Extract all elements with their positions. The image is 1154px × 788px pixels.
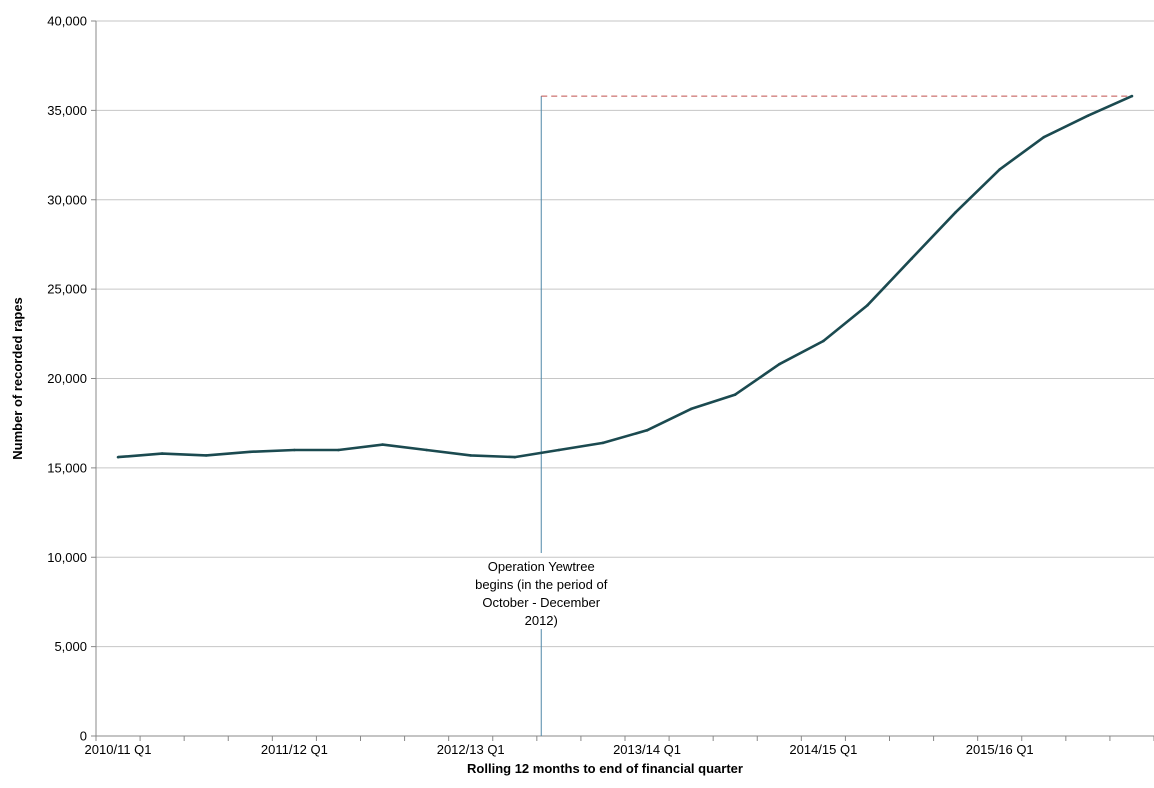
y-axis-ticks: 0 5,000 10,000 15,000 20,000 25,000 30,000 35,0… <box>47 14 96 744</box>
y-tick-label: 0 <box>80 729 87 744</box>
gridlines <box>96 20 1154 648</box>
x-tick-label: 2012/13 Q1 <box>437 742 505 757</box>
data-point <box>248 450 252 454</box>
data-point <box>557 448 561 452</box>
y-tick-label: 15,000 <box>47 460 87 475</box>
x-tick-label: 2011/12 Q1 <box>261 742 328 757</box>
data-point <box>425 448 428 452</box>
data-point <box>337 448 340 452</box>
data-point <box>1130 94 1134 98</box>
data-point <box>645 429 649 432</box>
annotation-text-line: October - December <box>482 595 600 610</box>
x-tick-label: 2010/11 Q1 <box>85 742 152 757</box>
annotation-text-line: 2012) <box>525 613 558 628</box>
annotation-text-line: begins (in the period of <box>475 577 608 592</box>
data-point <box>777 362 781 366</box>
x-tick-label: 2014/15 Q1 <box>789 742 857 757</box>
data-point <box>469 454 473 457</box>
series-line <box>117 94 1133 459</box>
data-point <box>689 407 693 411</box>
y-tick-label: 20,000 <box>47 371 87 386</box>
data-point <box>733 393 737 396</box>
data-point <box>822 339 825 343</box>
annotation-text-line: Operation Yewtree <box>488 559 595 574</box>
y-tick-label: 35,000 <box>47 103 87 118</box>
annotation-group: Operation Yewtree begins (in the period o… <box>475 95 1132 736</box>
x-axis-title: Rolling 12 months to end of financial qu… <box>467 761 743 776</box>
y-tick-label: 30,000 <box>47 192 87 207</box>
x-axis-ticks: 2010/11 Q1 2011/12 Q1 2012/13 Q1 2013/14 Q1… <box>85 736 1154 757</box>
y-tick-label: 5,000 <box>54 639 87 654</box>
data-point <box>293 448 296 452</box>
data-point <box>601 441 605 445</box>
data-point <box>910 257 913 261</box>
y-tick-label: 25,000 <box>47 282 87 297</box>
data-point <box>381 443 384 446</box>
y-tick-label: 40,000 <box>47 14 87 29</box>
y-tick-label: 10,000 <box>47 550 87 565</box>
data-point <box>116 455 120 459</box>
data-point <box>866 303 869 307</box>
y-axis-title: Number of recorded rapes <box>10 297 25 460</box>
data-point <box>998 168 1002 171</box>
data-point <box>513 455 517 459</box>
data-point <box>1086 114 1090 118</box>
series-group <box>116 94 1134 459</box>
data-point <box>204 454 208 457</box>
x-tick-label: 2013/14 Q1 <box>613 742 681 757</box>
data-point <box>1042 135 1046 139</box>
data-point <box>954 210 957 214</box>
data-point <box>160 452 164 455</box>
x-tick-label: 2015/16 Q1 <box>966 742 1034 757</box>
